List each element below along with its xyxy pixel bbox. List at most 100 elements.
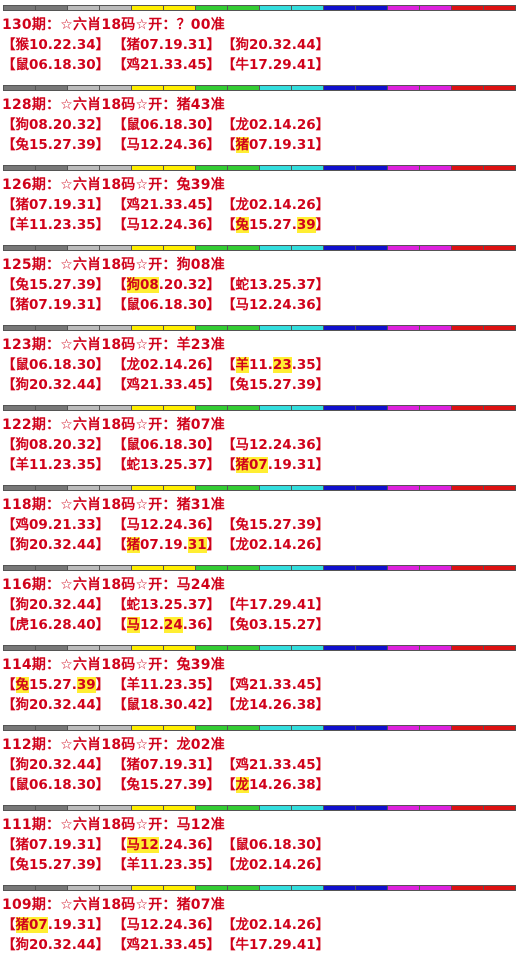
winning-highlight: 羊 [235,357,249,373]
group-text: 【鼠06.18.30】 [2,357,110,373]
stripe-segment [292,806,324,810]
winning-highlight: 23 [272,357,292,373]
stripe-segment [260,326,292,330]
stripe-segment [452,6,484,10]
stripe-segment [260,486,292,490]
zodiac-number-group: 【马12.24.36】 [113,835,220,855]
zodiac-number-group: 【鼠18.30.42】 [113,695,220,715]
stripe-segment [484,486,515,490]
group-text: 【鸡21.33.45】 [113,937,221,953]
stripe-segment [356,806,388,810]
stripe-segment [36,566,68,570]
stripe-segment [132,246,164,250]
group-text: 【鸡21.33.45】 [113,57,221,73]
period-header: 118期：☆六肖18码☆开：猪31准 [2,497,225,513]
stripe-segment [356,246,388,250]
zodiac-number-group: 【马12.24.36】 [113,135,220,155]
group-text: 【猴10.22.34】 [2,37,110,53]
group-text: 【鼠06.18.30】 [2,777,110,793]
period-header: 109期：☆六肖18码☆开：猪07准 [2,897,225,913]
stripe-segment [100,486,132,490]
group-text: 【马12.24.36】 [222,437,330,453]
zodiac-number-group: 【羊11.23.35】 [2,455,109,475]
stripe-segment [452,646,484,650]
stripe-segment [4,806,36,810]
group-text: 07.19. [140,537,188,553]
group-text: 【兔15.27.39】 [222,377,330,393]
zodiac-number-group: 【牛17.29.41】 [222,595,329,615]
stripe-segment [324,326,356,330]
zodiac-number-group: 【鼠06.18.30】 [2,55,109,75]
period-header: 126期：☆六肖18码☆开：兔39准 [2,177,225,193]
stripe-segment [36,406,68,410]
zodiac-number-group: 【龙14.26.38】 [222,695,329,715]
zodiac-number-group: 【鼠06.18.30】 [222,835,329,855]
winning-highlight: 39 [296,217,316,233]
group-text: 【龙02.14.26】 [222,537,330,553]
zodiac-number-group: 【龙02.14.26】 [222,195,329,215]
stripe-segment [260,726,292,730]
stripe-segment [164,886,196,890]
zodiac-number-group: 【猪07.19.31】 [222,455,329,475]
stripe-segment [356,726,388,730]
zodiac-number-group: 【马12.24.36】 [113,215,220,235]
group-text: 【马12.24.36】 [113,137,221,153]
zodiac-number-group: 【猪07.19.31】 [222,135,329,155]
group-text: 【牛17.29.41】 [222,937,330,953]
stripe-segment [164,566,196,570]
stripe-segment [36,646,68,650]
stripe-segment [228,166,260,170]
group-text: 【狗08.20.32】 [2,437,110,453]
group-text: 【兔15.27.39】 [2,857,110,873]
zodiac-number-group: 【牛17.29.41】 [222,935,329,955]
stripe-segment [228,246,260,250]
stripe-segment [484,566,515,570]
group-text: 【鼠18.30.42】 [113,697,221,713]
period-header: 122期：☆六肖18码☆开：猪07准 [2,417,225,433]
stripe-segment [388,246,420,250]
group-text: 【鼠06.18.30】 [113,117,221,133]
zodiac-number-group: 【蛇13.25.37】 [113,455,220,475]
group-text: .24.36】 [158,837,221,853]
stripe-segment [356,166,388,170]
zodiac-number-group: 【鸡21.33.45】 [113,375,220,395]
stripe-segment [388,726,420,730]
stripe-segment [324,6,356,10]
stripe-segment [68,86,100,90]
group-text: 【龙14.26.38】 [222,697,330,713]
group-text: 15.27. [29,677,77,693]
zodiac-number-group: 【猪07.19.31】 [2,195,109,215]
group-text: 【兔15.27.39】 [2,137,110,153]
stripe-segment [356,486,388,490]
zodiac-number-group: 【兔15.27.39】 [2,855,109,875]
zodiac-number-group: 【兔15.27.39】 [113,775,220,795]
stripe-segment [132,86,164,90]
zodiac-number-group: 【鸡21.33.45】 [113,195,220,215]
stripe-segment [100,646,132,650]
group-text: 【 [222,137,236,153]
group-text: 【鸡09.21.33】 [2,517,110,533]
zodiac-number-group: 【蛇13.25.37】 [222,275,329,295]
stripe-segment [356,646,388,650]
stripe-segment [196,726,228,730]
group-text: 【 [2,677,16,693]
stripe-segment [292,886,324,890]
stripe-segment [420,806,452,810]
stripe-segment [356,6,388,10]
zodiac-number-group: 【鸡21.33.45】 [113,55,220,75]
zodiac-number-group: 【狗20.32.44】 [2,695,109,715]
stripe-segment [324,486,356,490]
stripe-segment [164,86,196,90]
group-text: 】 [95,677,110,693]
zodiac-number-group: 【狗20.32.44】 [2,935,109,955]
group-text: 【 [113,837,127,853]
zodiac-number-group: 【猪07.19.31】 [113,35,220,55]
stripe-segment [36,6,68,10]
stripe-segment [132,886,164,890]
group-text: 【鼠06.18.30】 [2,57,110,73]
period-header: 116期：☆六肖18码☆开：马24准 [2,577,225,593]
group-text: 【狗20.32.44】 [2,377,110,393]
stripe-segment [452,726,484,730]
stripe-segment [420,166,452,170]
zodiac-number-group: 【龙02.14.26】 [222,855,329,875]
